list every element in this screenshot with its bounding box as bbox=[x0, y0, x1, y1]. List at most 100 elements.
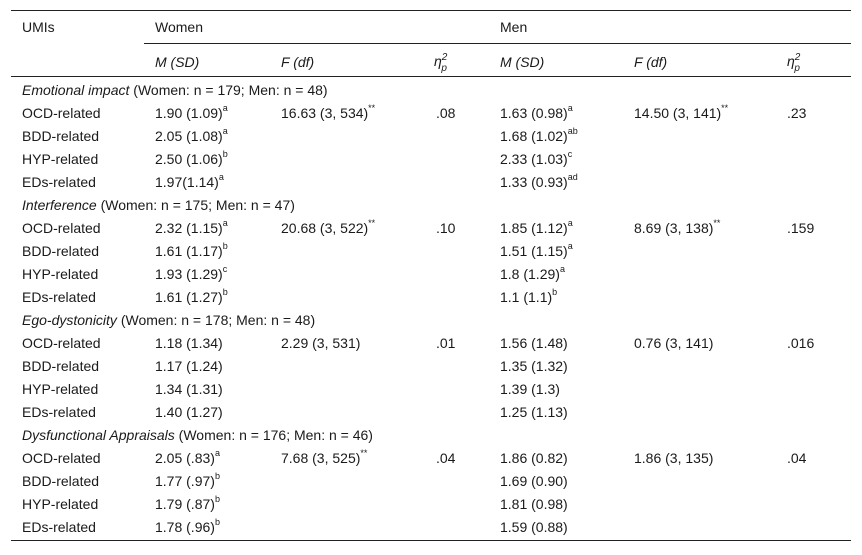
women-eta-value: .08 bbox=[436, 105, 456, 121]
women-eta: .10 bbox=[436, 219, 455, 237]
section-title: Emotional impact (Women: n = 179; Men: n… bbox=[22, 81, 328, 99]
umis-header: UMIs bbox=[22, 19, 55, 35]
women-mean-sd: 2.50 (1.06)b bbox=[155, 150, 228, 168]
women-f-stat: 16.63 (3, 534)** bbox=[281, 104, 375, 122]
men-mean-sd-value: 1.39 (1.3) bbox=[500, 381, 560, 397]
men-mean-sd-superscript: ab bbox=[567, 126, 578, 137]
men-mean-sd: 1.59 (0.88) bbox=[500, 518, 568, 536]
women-eta-value: .01 bbox=[436, 335, 456, 351]
men-mean-sd-value: 1.69 (0.90) bbox=[500, 473, 568, 489]
men-mean-sd-value: 1.51 (1.15) bbox=[500, 243, 568, 259]
women-mean-sd-value: 2.32 (1.15) bbox=[155, 220, 223, 236]
women-mean-sd: 2.32 (1.15)a bbox=[155, 219, 228, 237]
women-mean-sd: 1.77 (.97)b bbox=[155, 472, 220, 490]
section-title: Ego-dystonicity (Women: n = 178; Men: n … bbox=[22, 311, 315, 329]
women-f-stat-superscript: ** bbox=[368, 218, 376, 229]
table-row-label: OCD-related bbox=[22, 105, 101, 121]
men-mean-sd-superscript: c bbox=[567, 149, 573, 160]
men-mean-sd-value: 1.63 (0.98) bbox=[500, 105, 568, 121]
men-header: Men bbox=[500, 19, 528, 35]
women-f-stat-superscript: ** bbox=[368, 103, 376, 114]
women-f-df-header: F (df) bbox=[281, 54, 315, 70]
men-mean-sd: 2.33 (1.03)c bbox=[500, 150, 572, 168]
women-mean-sd: 2.05 (.83)a bbox=[155, 449, 220, 467]
women-mean-sd: 1.61 (1.27)b bbox=[155, 288, 228, 306]
men-f-stat: 8.69 (3, 138)** bbox=[634, 219, 720, 237]
section-title-label: Emotional impact bbox=[22, 82, 130, 98]
men-mean-sd-superscript: a bbox=[567, 241, 573, 252]
women-mean-sd-value: 1.61 (1.17) bbox=[155, 243, 223, 259]
section-title: Interference (Women: n = 175; Men: n = 4… bbox=[22, 196, 295, 214]
women-header: Women bbox=[155, 19, 203, 35]
women-f-stat-value: 20.68 (3, 522) bbox=[281, 220, 369, 236]
women-mean-sd-value: 1.93 (1.29) bbox=[155, 266, 223, 282]
men-mean-sd-value: 1.25 (1.13) bbox=[500, 404, 568, 420]
men-mean-sd-superscript: ad bbox=[567, 172, 578, 183]
men-eta-value: .23 bbox=[787, 105, 807, 121]
men-eta: .23 bbox=[787, 104, 806, 122]
table-row-label: HYP-related bbox=[22, 496, 99, 512]
women-mean-sd-superscript: b bbox=[214, 494, 220, 505]
men-mean-sd-value: 1.33 (0.93) bbox=[500, 174, 568, 190]
men-eta-value: .016 bbox=[787, 335, 815, 351]
section-title-label: Interference bbox=[22, 197, 97, 213]
men-eta-value: .159 bbox=[787, 220, 815, 236]
men-mean-sd: 1.25 (1.13) bbox=[500, 403, 568, 421]
women-m-sd-header: M (SD) bbox=[155, 54, 200, 70]
men-f-stat-superscript: ** bbox=[713, 218, 721, 229]
table-row-label: OCD-related bbox=[22, 220, 101, 236]
women-f-stat-value: 7.68 (3, 525) bbox=[281, 450, 361, 466]
men-mean-sd: 1.56 (1.48) bbox=[500, 334, 568, 352]
section-sample-sizes: (Women: n = 175; Men: n = 47) bbox=[96, 197, 295, 213]
women-eta: .08 bbox=[436, 104, 455, 122]
men-mean-sd: 1.81 (0.98) bbox=[500, 495, 568, 513]
women-mean-sd-value: 1.17 (1.24) bbox=[155, 358, 223, 374]
men-f-stat-value: 14.50 (3, 141) bbox=[634, 105, 722, 121]
women-f-stat: 20.68 (3, 522)** bbox=[281, 219, 375, 237]
table-row-label: BDD-related bbox=[22, 243, 100, 259]
section-sample-sizes: (Women: n = 176; Men: n = 46) bbox=[174, 427, 373, 443]
women-mean-sd: 1.40 (1.27) bbox=[155, 403, 223, 421]
men-f-stat: 0.76 (3, 141) bbox=[634, 334, 713, 352]
table-row-label: EDs-related bbox=[22, 519, 96, 535]
women-mean-sd-value: 1.79 (.87) bbox=[155, 496, 215, 512]
men-f-stat-value: 0.76 (3, 141) bbox=[634, 335, 714, 351]
women-mean-sd-superscript: a bbox=[214, 448, 220, 459]
table-row-label: HYP-related bbox=[22, 151, 99, 167]
women-mean-sd: 1.79 (.87)b bbox=[155, 495, 220, 513]
men-eta: .159 bbox=[787, 219, 814, 237]
table-top-rule bbox=[11, 10, 851, 11]
women-mean-sd-value: 1.61 (1.27) bbox=[155, 289, 223, 305]
women-mean-sd: 1.18 (1.34) bbox=[155, 334, 223, 352]
table-row-label: EDs-related bbox=[22, 404, 96, 420]
table-row-label: BDD-related bbox=[22, 473, 100, 489]
women-f-stat: 7.68 (3, 525)** bbox=[281, 449, 367, 467]
table-row-label: OCD-related bbox=[22, 335, 101, 351]
men-f-stat-value: 1.86 (3, 135) bbox=[634, 450, 714, 466]
women-eta: .01 bbox=[436, 334, 455, 352]
women-f-stat: 2.29 (3, 531) bbox=[281, 334, 360, 352]
men-mean-sd-value: 2.33 (1.03) bbox=[500, 151, 568, 167]
section-title-label: Dysfunctional Appraisals bbox=[22, 427, 175, 443]
men-mean-sd: 1.86 (0.82) bbox=[500, 449, 568, 467]
women-mean-sd: 1.97(1.14)a bbox=[155, 173, 224, 191]
men-mean-sd: 1.85 (1.12)a bbox=[500, 219, 573, 237]
women-mean-sd-superscript: b bbox=[222, 149, 228, 160]
women-mean-sd-value: 1.78 (.96) bbox=[155, 519, 215, 535]
women-mean-sd-superscript: a bbox=[222, 218, 228, 229]
men-mean-sd-value: 1.8 (1.29) bbox=[500, 266, 560, 282]
men-f-stat-value: 8.69 (3, 138) bbox=[634, 220, 714, 236]
section-title: Dysfunctional Appraisals (Women: n = 176… bbox=[22, 426, 373, 444]
table-row-label: BDD-related bbox=[22, 128, 100, 144]
men-mean-sd-superscript: a bbox=[567, 103, 573, 114]
men-mean-sd-value: 1.85 (1.12) bbox=[500, 220, 568, 236]
women-mean-sd-superscript: b bbox=[214, 471, 220, 482]
women-f-stat-value: 16.63 (3, 534) bbox=[281, 105, 369, 121]
women-mean-sd-value: 1.90 (1.09) bbox=[155, 105, 223, 121]
table-row-label: HYP-related bbox=[22, 266, 99, 282]
table-row-label: BDD-related bbox=[22, 358, 100, 374]
men-f-df-header: F (df) bbox=[634, 54, 668, 70]
men-mean-sd: 1.39 (1.3) bbox=[500, 380, 560, 398]
women-mean-sd: 1.34 (1.31) bbox=[155, 380, 223, 398]
men-eta-header: η2p bbox=[787, 52, 801, 74]
